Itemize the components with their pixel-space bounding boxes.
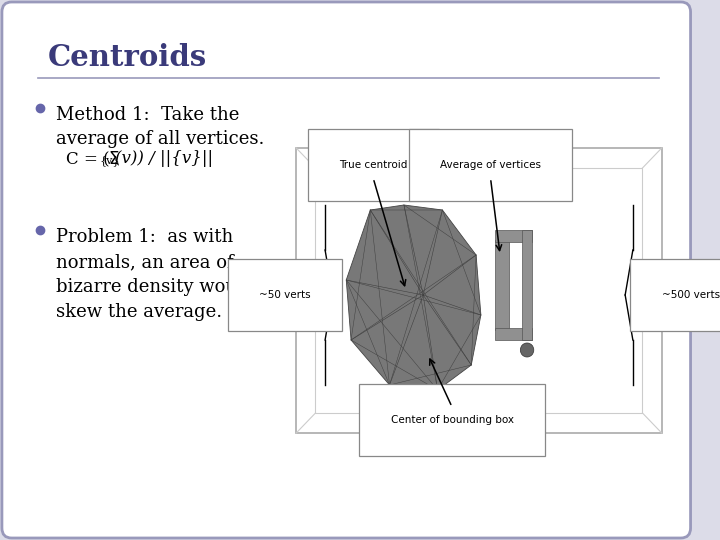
FancyBboxPatch shape — [296, 148, 662, 433]
FancyBboxPatch shape — [2, 2, 690, 538]
Text: Problem 1:  as with
normals, an area of
bizarre density would
skew the average.: Problem 1: as with normals, an area of b… — [55, 228, 254, 321]
Text: Method 1:  Take the
average of all vertices.: Method 1: Take the average of all vertic… — [55, 106, 264, 148]
Text: {v}: {v} — [100, 155, 120, 166]
Text: Centroids: Centroids — [48, 44, 207, 72]
Text: ~500 verts: ~500 verts — [662, 290, 719, 300]
Text: Center of bounding box: Center of bounding box — [390, 415, 513, 425]
Text: Average of vertices: Average of vertices — [440, 160, 541, 170]
FancyBboxPatch shape — [495, 328, 532, 340]
FancyBboxPatch shape — [495, 240, 509, 330]
FancyBboxPatch shape — [495, 230, 532, 242]
Text: ~50 verts: ~50 verts — [259, 290, 310, 300]
FancyBboxPatch shape — [522, 230, 532, 340]
Text: True centroid: True centroid — [339, 160, 408, 170]
Text: (v)) / ||{v}||: (v)) / ||{v}|| — [115, 150, 214, 167]
Text: C = ($\Sigma$: C = ($\Sigma$ — [66, 150, 120, 169]
Polygon shape — [346, 205, 481, 390]
Circle shape — [521, 343, 534, 357]
